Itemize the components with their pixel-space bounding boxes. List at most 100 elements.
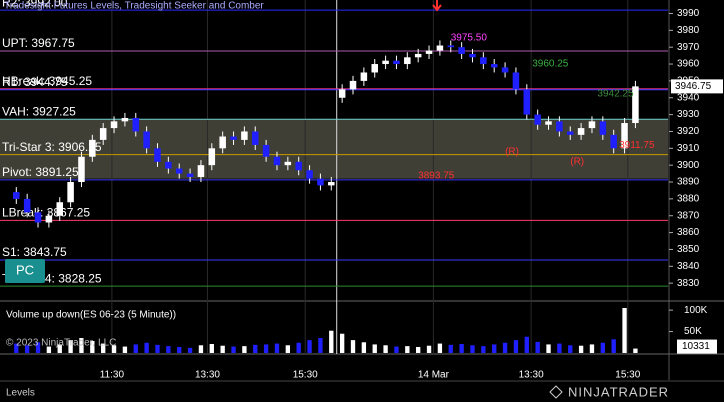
- volume-bar: [557, 343, 562, 353]
- candle-body: [404, 57, 411, 65]
- volume-bar: [166, 346, 171, 353]
- candle-body: [34, 212, 42, 223]
- candle-body: [599, 121, 607, 135]
- volume-bar: [296, 342, 301, 353]
- volume-bar: [448, 344, 453, 353]
- candle-body: [393, 60, 400, 65]
- volume-bar: [372, 344, 377, 353]
- annotation: 3975.50: [451, 33, 488, 44]
- candle-body: [317, 178, 324, 186]
- volume-bar: [46, 346, 52, 353]
- candle-body: [56, 202, 63, 216]
- candle-body: [273, 156, 281, 166]
- volume-bar: [198, 345, 204, 353]
- volume-bar: [578, 345, 584, 353]
- candle-body: [132, 117, 140, 132]
- candle-body: [230, 136, 237, 140]
- candle-body: [154, 148, 161, 162]
- level-label: UPT: 3967.75: [2, 36, 75, 50]
- volume-bar: [177, 347, 182, 353]
- volume-bar: [307, 340, 312, 353]
- x-tick-label: 11:30: [100, 370, 125, 381]
- y-tick-label: 3980: [677, 25, 700, 36]
- volume-bar: [231, 346, 236, 353]
- annotation: 3942.25: [597, 89, 634, 100]
- chart-title: Tradesight Futures Levels, Tradesight Se…: [4, 1, 264, 12]
- candle-body: [295, 161, 302, 171]
- candle-body: [490, 64, 498, 68]
- x-tick-label: 15:30: [293, 370, 318, 381]
- y-tick-label: 3860: [677, 227, 700, 238]
- pc-button[interactable]: [5, 259, 45, 283]
- volume-bar: [14, 343, 19, 353]
- y-tick-label: 3870: [677, 210, 700, 221]
- volume-bar: [513, 340, 519, 353]
- volume-bar: [361, 342, 367, 353]
- volume-bar: [426, 345, 432, 353]
- volume-bar: [416, 347, 421, 353]
- candle-body: [67, 182, 74, 203]
- y-tick-label: 3920: [677, 126, 700, 137]
- y-tick-label: 50K: [684, 326, 702, 337]
- candle-body: [556, 121, 563, 132]
- y-tick-label: 3850: [677, 244, 700, 255]
- candle-body: [436, 45, 444, 51]
- candle-body: [371, 64, 378, 73]
- volume-bar: [524, 336, 529, 353]
- candle-body: [110, 121, 118, 129]
- volume-bar: [470, 345, 475, 353]
- price-box: [671, 79, 723, 94]
- y-tick-label: 3970: [677, 42, 700, 53]
- y-tick-label: 3930: [677, 109, 700, 120]
- candle-body: [23, 198, 31, 213]
- candle-body: [165, 161, 172, 169]
- candle-body: [262, 144, 270, 157]
- volume-bar: [285, 345, 291, 353]
- candle-body: [425, 50, 433, 54]
- volume-bar: [481, 346, 486, 353]
- annotation: 3960.25: [532, 58, 569, 69]
- signal-arrow: [432, 0, 442, 12]
- candle-body: [534, 114, 541, 125]
- volume-bar: [568, 345, 573, 353]
- level-label: Pivot: 3891.25: [2, 165, 79, 179]
- volume-bar: [253, 344, 258, 353]
- volume-bar: [242, 346, 247, 353]
- volume-bar: [459, 344, 464, 353]
- volume-bar: [68, 340, 73, 353]
- annotation: (R): [570, 156, 584, 167]
- y-tick-label: 3960: [677, 59, 700, 70]
- volume-bar: [383, 345, 388, 353]
- annotation: (R): [505, 146, 519, 157]
- candle-body: [621, 123, 628, 149]
- x-tick-label: 13:30: [519, 370, 544, 381]
- copyright: © 2023 NinjaTrader, LLC: [6, 338, 116, 349]
- volume-bar: [155, 344, 160, 353]
- level-label: Tri-Star 3: 3906.25: [2, 140, 102, 154]
- candle-body: [523, 89, 531, 115]
- volume-bar: [611, 339, 616, 353]
- candle-body: [13, 192, 20, 199]
- volume-bar: [546, 344, 551, 353]
- volume-bar: [209, 344, 214, 353]
- level-label: R2: 3992.00: [2, 0, 68, 9]
- candle-body: [306, 170, 313, 179]
- volume-bar: [90, 341, 95, 353]
- volume-bar: [437, 343, 443, 353]
- volume-bar: [600, 342, 606, 353]
- candle-body: [349, 80, 357, 90]
- y-tick-label: 3840: [677, 261, 700, 272]
- volume-bar: [589, 344, 595, 353]
- candle-body: [632, 86, 639, 124]
- volume-bar: [111, 345, 117, 353]
- volume-bar: [329, 330, 334, 353]
- candle-body: [121, 117, 129, 122]
- pc-button-label[interactable]: PC: [16, 262, 34, 277]
- level-label: R1: 3944.75: [2, 75, 68, 89]
- y-tick-label: 3910: [677, 143, 700, 154]
- level-label: HBreak: 3945.25: [2, 74, 92, 88]
- annotation: 3911.75: [619, 140, 655, 151]
- y-tick-label: 3900: [677, 160, 700, 171]
